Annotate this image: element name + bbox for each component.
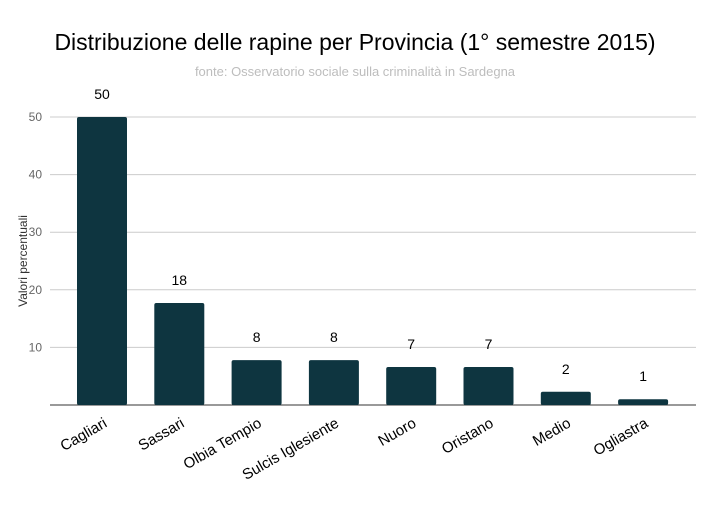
y-tick-label: 40 — [29, 168, 43, 182]
x-tick-label: Ogliastra — [591, 414, 652, 459]
y-tick-label: 20 — [29, 283, 43, 297]
data-label: 1 — [639, 368, 647, 384]
y-tick-label: 30 — [29, 225, 43, 239]
bar — [154, 303, 205, 405]
data-label: 7 — [485, 336, 493, 352]
data-label: 50 — [94, 86, 110, 102]
x-tick-label: Medio — [530, 415, 574, 450]
x-tick-label: Sassari — [135, 415, 187, 455]
x-tick-label: Cagliari — [57, 415, 110, 455]
x-tick-label: Oristano — [439, 415, 497, 458]
data-label: 18 — [172, 272, 188, 288]
data-label: 7 — [407, 336, 415, 352]
y-tick-label: 10 — [29, 340, 43, 354]
bar — [231, 360, 282, 405]
y-tick-label: 50 — [29, 110, 43, 124]
chart-subtitle: fonte: Osservatorio sociale sulla crimin… — [195, 64, 516, 79]
bar — [540, 391, 591, 405]
bar — [386, 366, 437, 405]
bar — [618, 399, 669, 405]
data-label: 8 — [253, 329, 261, 345]
data-label: 8 — [330, 329, 338, 345]
y-axis-label: Valori percentuali — [16, 215, 30, 307]
x-tick-label: Nuoro — [375, 415, 419, 450]
bar — [463, 366, 514, 405]
bar — [308, 360, 359, 405]
bar — [77, 117, 127, 405]
data-label: 2 — [562, 361, 570, 377]
chart-title: Distribuzione delle rapine per Provincia… — [54, 29, 655, 55]
